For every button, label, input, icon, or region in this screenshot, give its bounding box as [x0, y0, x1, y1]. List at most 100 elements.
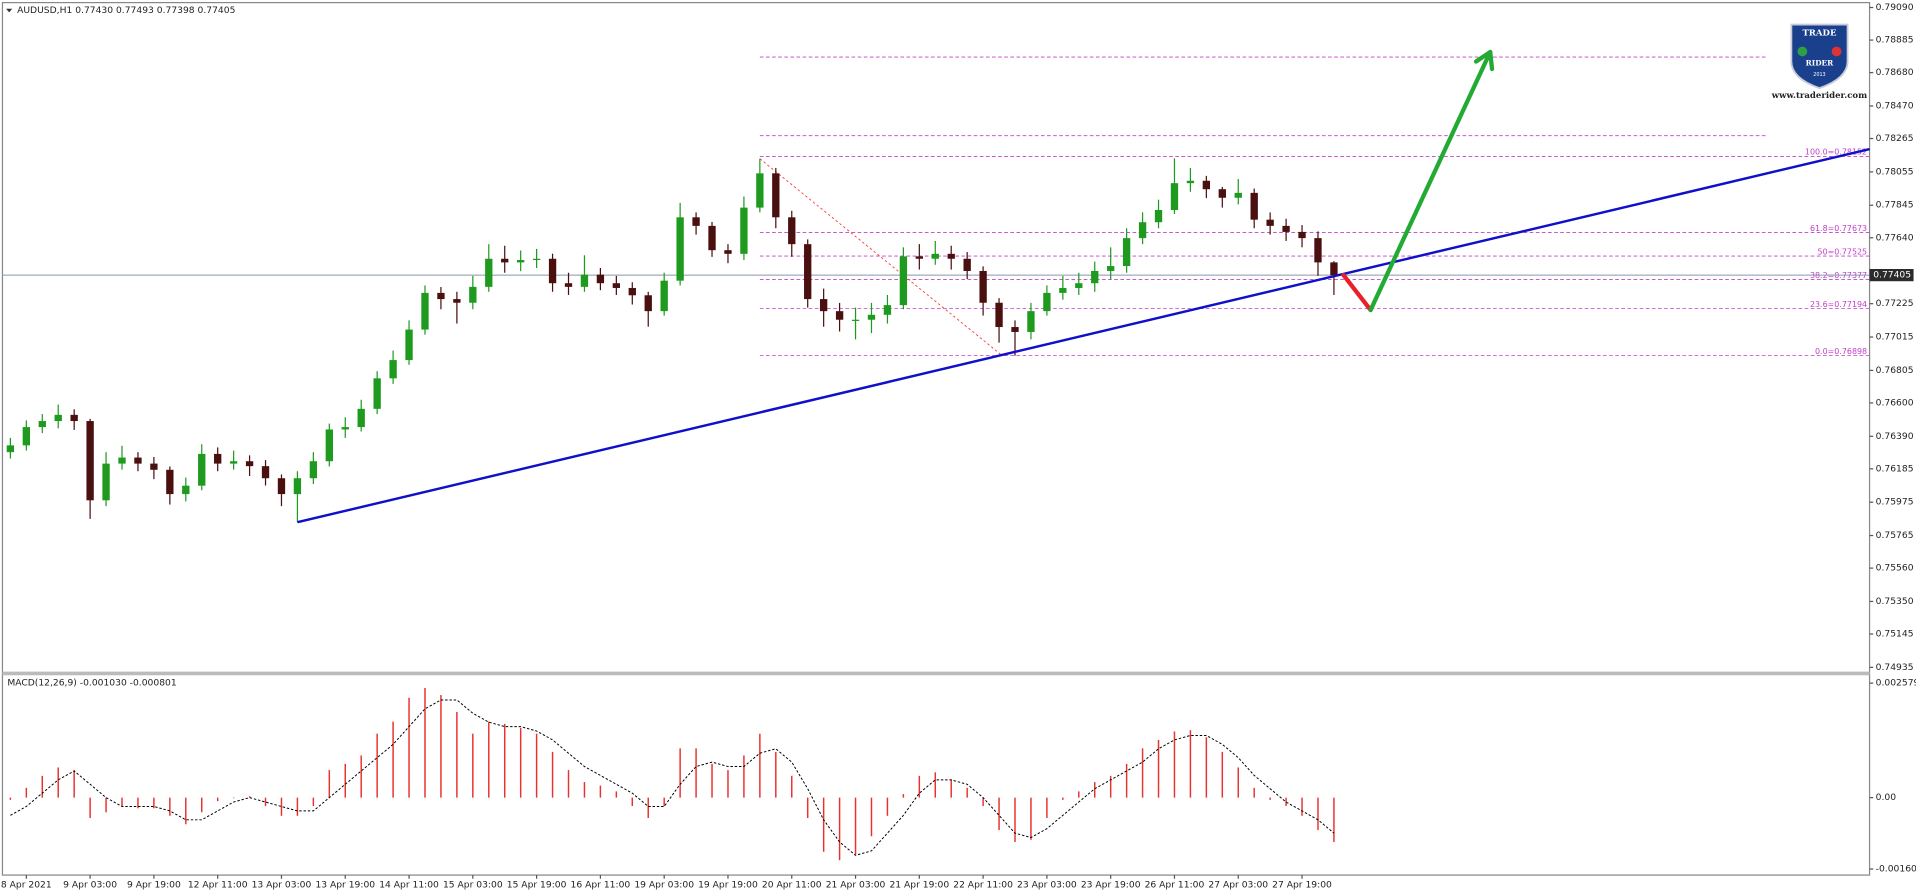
- candle-body: [804, 244, 812, 300]
- menu-arrow[interactable]: [6, 8, 13, 13]
- x-tick-label: 9 Apr 19:00: [127, 879, 181, 890]
- candle-body: [357, 408, 365, 428]
- macd-bar: [41, 775, 44, 798]
- fib-trend: [759, 158, 1003, 356]
- candle-body: [182, 485, 190, 495]
- candle-body: [899, 256, 908, 306]
- fib-label: 23.6=0.77194: [1810, 300, 1867, 309]
- x-tick-label: 22 Apr 11:00: [953, 879, 1013, 890]
- candle-body: [309, 461, 318, 479]
- arrow: [1341, 272, 1373, 313]
- candle-body: [660, 280, 668, 312]
- x-tick-label: 9 Apr 03:00: [63, 879, 117, 890]
- candle-body: [1202, 180, 1211, 190]
- y-tick-label: 0.76805: [1876, 365, 1914, 376]
- y-tick-label: 0.75975: [1876, 497, 1914, 508]
- candle-body: [851, 319, 860, 321]
- candle-body: [214, 453, 222, 464]
- macd-bar: [1269, 797, 1271, 800]
- macd-bar: [424, 687, 426, 798]
- x-tick-label: 15 Apr 19:00: [507, 879, 567, 890]
- candle-body: [1138, 222, 1147, 239]
- macd-bar: [631, 797, 634, 807]
- candle-body: [38, 421, 46, 428]
- macd-bar: [663, 797, 665, 807]
- y-tick-label: 0.75765: [1876, 530, 1914, 541]
- macd-bar: [775, 751, 777, 798]
- y-tick-label: 0.79090: [1876, 2, 1914, 13]
- candle-body: [1122, 238, 1131, 267]
- macd-bar: [806, 797, 809, 819]
- candle-body: [277, 478, 286, 495]
- candle-body: [70, 414, 78, 422]
- arrow: [1368, 49, 1493, 313]
- candle-body: [1250, 192, 1258, 220]
- y-tick-label: 0.75145: [1876, 629, 1914, 640]
- candle-body: [979, 270, 987, 303]
- macd-bar: [328, 770, 331, 798]
- macd-bar: [519, 727, 522, 798]
- macd-bar: [57, 767, 59, 798]
- macd-bar: [153, 797, 155, 809]
- macd-bar: [838, 797, 841, 861]
- candle-body: [1107, 266, 1115, 271]
- x-tick-label: 27 Apr 19:00: [1272, 879, 1332, 890]
- macd-bar: [9, 797, 12, 800]
- candle-body: [166, 469, 174, 495]
- logo-icon: [1797, 46, 1808, 57]
- y-tick-label: 0.77845: [1876, 200, 1914, 211]
- y-tick-label: 0.75350: [1876, 596, 1914, 607]
- candle-body: [517, 260, 525, 263]
- macd-bar: [1109, 775, 1112, 798]
- last-price-label: 0.77405: [1873, 270, 1911, 281]
- macd-bar: [982, 797, 984, 807]
- macd-bar: [408, 697, 410, 798]
- candle-body: [469, 286, 477, 303]
- macd-bar: [185, 797, 187, 825]
- macd-bar: [73, 770, 75, 798]
- candle-body: [229, 461, 238, 464]
- macd-bar: [169, 797, 171, 816]
- candle-body: [740, 207, 748, 254]
- y-tick-label: 0.77015: [1876, 332, 1914, 343]
- candle-body: [1218, 189, 1226, 198]
- candle-body: [341, 427, 349, 430]
- macd-bar: [1285, 797, 1287, 807]
- candle-body: [1170, 183, 1179, 210]
- candle-body: [628, 287, 636, 296]
- x-tick-label: 23 Apr 19:00: [1081, 879, 1141, 890]
- macd-bar: [25, 787, 28, 798]
- fib-label: 100.0=0.78152: [1805, 148, 1867, 157]
- candle-body: [644, 295, 652, 312]
- candle-body: [612, 283, 621, 288]
- candle-body: [867, 314, 876, 320]
- candle-body: [293, 478, 302, 495]
- candle-body: [708, 225, 716, 251]
- fib-label: 50=0.77525: [1818, 247, 1868, 256]
- candle-body: [373, 378, 381, 409]
- candle-body: [1234, 192, 1242, 198]
- candle-body: [1091, 270, 1099, 284]
- macd-bar: [711, 763, 713, 798]
- candle-body: [1282, 225, 1290, 232]
- macd-bar: [1014, 797, 1016, 842]
- candle-body: [548, 258, 557, 284]
- macd-bar: [615, 791, 618, 798]
- macd-bar: [264, 797, 267, 807]
- y-tick-label: -0.001609: [1876, 864, 1916, 875]
- candle-body: [915, 256, 923, 259]
- candle-body: [54, 414, 62, 422]
- macd-bar: [344, 763, 346, 798]
- macd-bar: [695, 748, 697, 798]
- x-tick-label: 21 Apr 03:00: [826, 879, 886, 890]
- x-tick-label: 27 Apr 03:00: [1208, 879, 1268, 890]
- macd-bar: [918, 775, 921, 798]
- candle-body: [325, 429, 333, 462]
- y-tick-label: 0.78680: [1876, 67, 1914, 78]
- x-tick-label: 19 Apr 19:00: [698, 879, 758, 890]
- fib-label: 61.8=0.77673: [1810, 224, 1867, 233]
- logo-shield: [1790, 23, 1849, 90]
- x-tick-label: 13 Apr 03:00: [252, 879, 312, 890]
